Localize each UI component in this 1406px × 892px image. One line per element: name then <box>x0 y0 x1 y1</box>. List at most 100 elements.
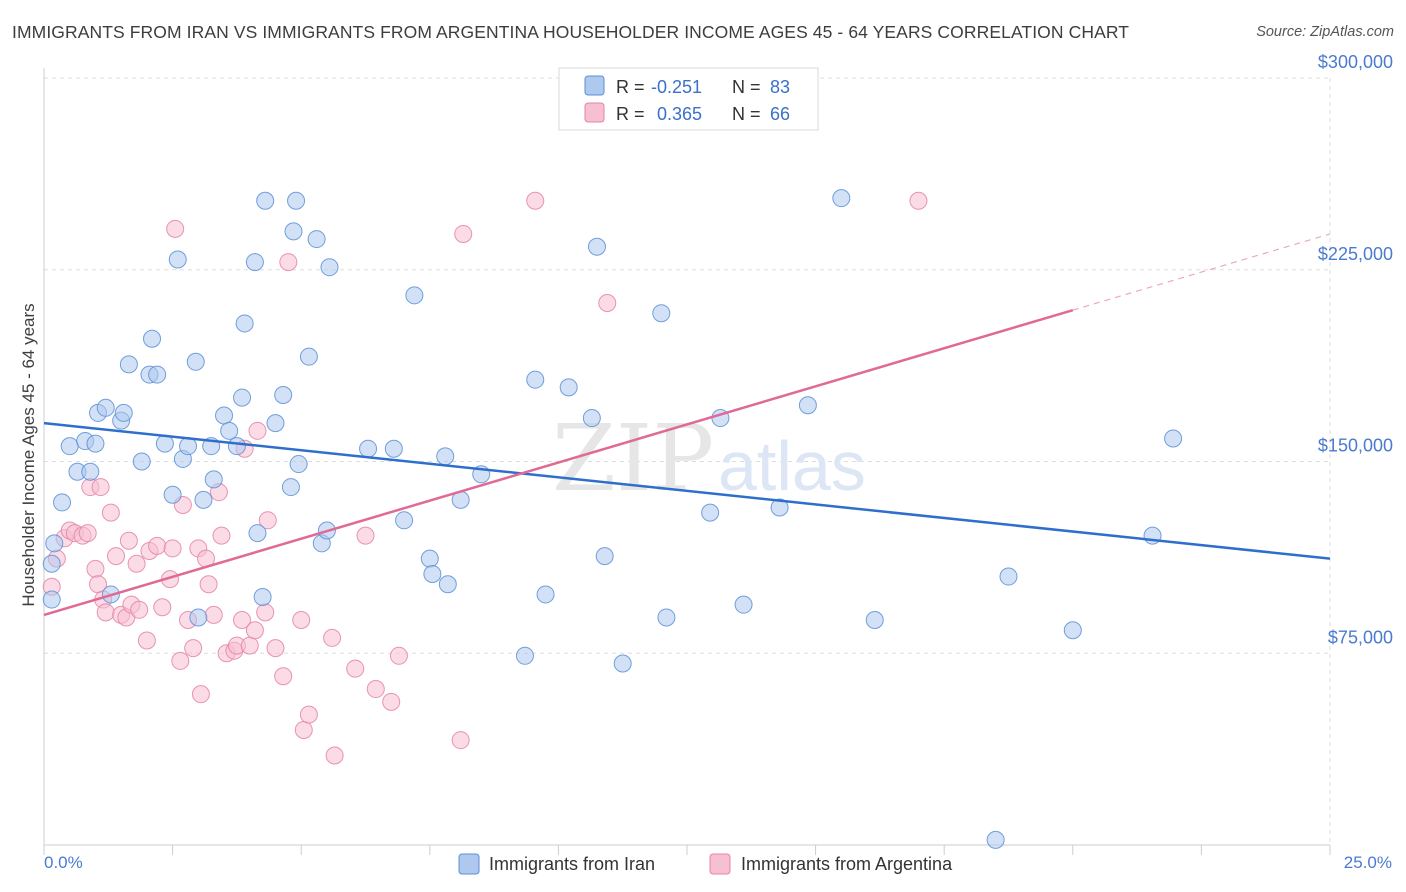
iran-point-32 <box>233 388 252 407</box>
argentina-point-21 <box>137 631 156 650</box>
argentina-point-26 <box>163 539 182 558</box>
iran-point-33 <box>235 314 254 333</box>
legend-n-value-iran: 83 <box>770 77 790 97</box>
iran-point-48 <box>320 258 339 277</box>
argentina-point-47 <box>256 603 275 622</box>
iran-point-59 <box>515 646 534 665</box>
iran-point-18 <box>148 365 167 384</box>
legend-r-value-argentina: 0.365 <box>657 104 702 124</box>
argentina-point-35 <box>199 575 218 594</box>
argentina-point-14 <box>107 547 126 566</box>
x-tick-max: 25.0% <box>1344 853 1392 872</box>
iran-point-21 <box>168 250 187 269</box>
iran-point-7 <box>81 462 100 481</box>
argentina-point-62 <box>451 731 470 750</box>
iran-point-17 <box>143 329 162 348</box>
argentina-point-31 <box>184 639 203 658</box>
iran-point-35 <box>248 524 267 543</box>
argentina-point-13 <box>101 503 120 522</box>
iran-point-29 <box>215 406 234 425</box>
legend-r-label-argentina: R = <box>616 104 645 124</box>
trend-lines <box>43 233 1331 617</box>
argentina-point-38 <box>212 526 231 545</box>
argentina-point-27 <box>166 219 185 238</box>
stats-legend: R = -0.251 N = 83 R = 0.365 N = 66 <box>558 67 819 131</box>
iran-point-67 <box>652 304 671 323</box>
iran-point-74 <box>832 189 851 208</box>
iran-point-75 <box>865 611 884 630</box>
argentina-point-12 <box>96 603 115 622</box>
iran-point-55 <box>436 447 455 466</box>
iran-point-4 <box>60 437 79 456</box>
iran-point-45 <box>307 230 326 249</box>
series-legend: Immigrants from Iran Immigrants from Arg… <box>458 853 953 875</box>
watermark-zip: ZIP <box>552 405 714 512</box>
argentina-point-60 <box>382 692 401 711</box>
iran-point-53 <box>420 549 439 568</box>
iran-point-26 <box>194 490 213 509</box>
series-legend-label-iran: Immigrants from Iran <box>489 854 655 874</box>
argentina-point-6 <box>78 524 97 543</box>
argentina-point-61 <box>389 646 408 665</box>
y-tick-labels: $75,000 $150,000 $225,000 $300,000 <box>1318 52 1393 647</box>
argentina-trend-extension <box>1072 233 1331 311</box>
argentina-point-66 <box>909 191 928 210</box>
watermark: ZIP atlas <box>552 405 866 512</box>
argentina-point-33 <box>191 685 210 704</box>
iran-point-69 <box>701 503 720 522</box>
argentina-point-24 <box>153 598 172 617</box>
iran-point-52 <box>405 286 424 305</box>
iran-point-54 <box>423 564 442 583</box>
argentina-point-46 <box>248 421 267 440</box>
iran-point-71 <box>734 595 753 614</box>
source-label: Source: ZipAtlas.com <box>1256 24 1394 40</box>
iran-point-50 <box>384 439 403 458</box>
legend-r-label-iran: R = <box>616 77 645 97</box>
chart-title: IMMIGRANTS FROM IRAN VS IMMIGRANTS FROM … <box>12 22 1130 42</box>
iran-point-49 <box>359 439 378 458</box>
argentina-point-49 <box>266 639 285 658</box>
argentina-trend-line <box>43 308 1074 617</box>
iran-point-28 <box>204 470 223 489</box>
iran-point-15 <box>132 452 151 471</box>
argentina-point-58 <box>356 526 375 545</box>
argentina-point-45 <box>245 621 264 640</box>
argentina-point-28 <box>171 651 190 670</box>
iran-point-40 <box>281 478 300 497</box>
y-tick-label-3: $300,000 <box>1318 52 1393 72</box>
iran-point-24 <box>186 352 205 371</box>
iran-point-77 <box>999 567 1018 586</box>
iran-point-41 <box>284 222 303 241</box>
argentina-point-20 <box>130 600 149 619</box>
argentina-point-36 <box>204 605 223 624</box>
iran-point-62 <box>559 378 578 397</box>
legend-n-value-argentina: 66 <box>770 104 790 124</box>
legend-swatch-iran <box>584 75 605 96</box>
iran-point-20 <box>163 485 182 504</box>
argentina-point-42 <box>233 611 252 630</box>
argentina-point-19 <box>127 554 146 573</box>
iran-point-76 <box>986 830 1005 849</box>
y-tick-label-2: $225,000 <box>1318 244 1393 264</box>
iran-point-31 <box>227 437 246 456</box>
series-legend-swatch-iran <box>458 853 480 875</box>
argentina-point-65 <box>598 293 617 312</box>
iran-point-80 <box>1164 429 1183 448</box>
iran-point-60 <box>526 370 545 389</box>
x-tick-min: 0.0% <box>44 853 83 872</box>
argentina-point-64 <box>526 191 545 210</box>
argentina-point-50 <box>274 667 293 686</box>
iran-point-1 <box>42 554 61 573</box>
legend-n-label-argentina: N = <box>732 104 761 124</box>
series-legend-swatch-argentina <box>709 853 731 875</box>
iran-point-56 <box>438 575 457 594</box>
iran-point-68 <box>657 608 676 627</box>
axes <box>43 68 1331 855</box>
argentina-point-63 <box>454 224 473 243</box>
iran-point-36 <box>253 588 272 607</box>
argentina-point-55 <box>323 628 342 647</box>
argentina-point-52 <box>292 611 311 630</box>
iran-point-72 <box>770 498 789 517</box>
argentina-point-51 <box>279 253 298 272</box>
